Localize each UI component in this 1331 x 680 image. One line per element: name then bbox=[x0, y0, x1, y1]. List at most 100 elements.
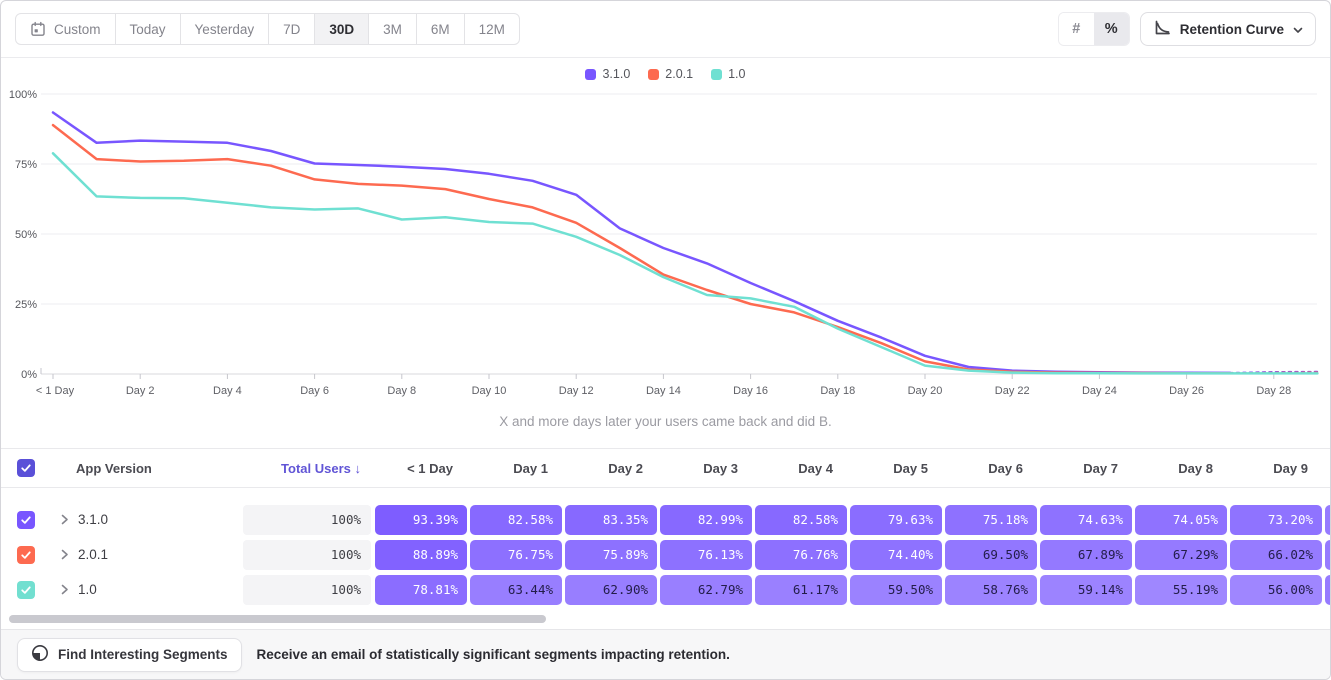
retention-pill-overflow bbox=[1325, 574, 1330, 605]
retention-pill-2.0.1-day-0[interactable]: 88.89% bbox=[375, 539, 467, 570]
day-cell: 78.81% bbox=[375, 574, 470, 605]
x-axis-labels: < 1 Day Day 2 Day 4 Day 6 Day 8 Day 10 Day 12 D… bbox=[36, 374, 1291, 397]
range-button-6m[interactable]: 6M bbox=[415, 13, 465, 45]
retention-pill-2.0.1-day-5[interactable]: 74.40% bbox=[850, 539, 942, 570]
overflow-cell bbox=[1325, 574, 1330, 605]
svg-text:Day 6: Day 6 bbox=[300, 385, 329, 397]
series-line-1.0 bbox=[51, 152, 1319, 375]
retention-pill-2.0.1-day-4[interactable]: 76.76% bbox=[755, 539, 847, 570]
range-button-3m[interactable]: 3M bbox=[368, 13, 417, 45]
retention-pill-1.0-day-5[interactable]: 59.50% bbox=[850, 574, 942, 605]
total-users-cell: 100% bbox=[243, 539, 375, 570]
retention-pill-1.0-day-3[interactable]: 62.79% bbox=[660, 574, 752, 605]
header-day-8[interactable]: Day 8 bbox=[1178, 460, 1213, 476]
range-button-label: 7D bbox=[283, 21, 301, 37]
retention-pill-3.1.0-day-2[interactable]: 83.35% bbox=[565, 504, 657, 535]
retention-pill-3.1.0-day-9[interactable]: 73.20% bbox=[1230, 504, 1322, 535]
retention-pill-3.1.0-day-5[interactable]: 79.63% bbox=[850, 504, 942, 535]
row-checkbox-cell bbox=[1, 510, 57, 529]
svg-text:Day 4: Day 4 bbox=[213, 385, 242, 397]
header-day-2[interactable]: Day 2 bbox=[608, 460, 643, 476]
version-cell: 3.1.0 bbox=[57, 512, 243, 527]
day-cell: 75.89% bbox=[565, 539, 660, 570]
svg-text:Day 8: Day 8 bbox=[387, 385, 416, 397]
header-app-version[interactable]: App Version bbox=[76, 460, 152, 476]
row-checkbox-3.1.0[interactable] bbox=[17, 510, 35, 529]
header-day-6[interactable]: Day 6 bbox=[988, 460, 1023, 476]
day-cell: 59.50% bbox=[850, 574, 945, 605]
absolute-numbers-toggle[interactable]: # bbox=[1058, 13, 1094, 45]
header-day-4[interactable]: Day 4 bbox=[798, 460, 833, 476]
header-day-7[interactable]: Day 7 bbox=[1083, 460, 1118, 476]
retention-pill-1.0-day-1[interactable]: 63.44% bbox=[470, 574, 562, 605]
range-button-yesterday[interactable]: Yesterday bbox=[179, 13, 270, 45]
chart-subtitle: X and more days later your users came ba… bbox=[499, 414, 832, 429]
expand-chevron-icon[interactable] bbox=[60, 584, 69, 595]
range-button-today[interactable]: Today bbox=[114, 13, 181, 45]
header-total-users-sort[interactable]: Total Users ↓ bbox=[281, 460, 361, 476]
retention-pill-2.0.1-day-9[interactable]: 66.02% bbox=[1230, 539, 1322, 570]
retention-pill-1.0-day-2[interactable]: 62.90% bbox=[565, 574, 657, 605]
day-cell: 58.76% bbox=[945, 574, 1040, 605]
header-day-5[interactable]: Day 5 bbox=[893, 460, 928, 476]
select-all-checkbox[interactable] bbox=[17, 459, 35, 477]
table-row-1.0: 1.0 100% 78.81% 63.44% 62.90% 62.79% 61.17% 59.… bbox=[1, 572, 1330, 607]
svg-text:< 1 Day: < 1 Day bbox=[36, 385, 75, 397]
retention-pill-2.0.1-day-2[interactable]: 75.89% bbox=[565, 539, 657, 570]
range-button-30d[interactable]: 30D bbox=[314, 13, 370, 45]
retention-pill-3.1.0-day-0[interactable]: 93.39% bbox=[375, 504, 467, 535]
version-label: 1.0 bbox=[78, 582, 97, 597]
retention-pill-2.0.1-day-6[interactable]: 69.50% bbox=[945, 539, 1037, 570]
header-day-1[interactable]: Day 1 bbox=[513, 460, 548, 476]
retention-pill-3.1.0-day-6[interactable]: 75.18% bbox=[945, 504, 1037, 535]
overflow-cell bbox=[1325, 539, 1330, 570]
svg-text:100%: 100% bbox=[9, 89, 37, 101]
table-row-2.0.1: 2.0.1 100% 88.89% 76.75% 75.89% 76.13% 76.76% 7… bbox=[1, 537, 1330, 572]
find-interesting-segments-button[interactable]: Find Interesting Segments bbox=[17, 637, 242, 672]
retention-pill-1.0-day-0[interactable]: 78.81% bbox=[375, 574, 467, 605]
header-day-9[interactable]: Day 9 bbox=[1273, 460, 1308, 476]
retention-pill-3.1.0-day-4[interactable]: 82.58% bbox=[755, 504, 847, 535]
percentage-toggle[interactable]: % bbox=[1093, 13, 1129, 45]
retention-pill-1.0-day-8[interactable]: 55.19% bbox=[1135, 574, 1227, 605]
svg-text:Day 24: Day 24 bbox=[1082, 385, 1117, 397]
header-checkbox-cell bbox=[1, 459, 57, 477]
chart-canvas[interactable]: 0% 25% 50% 75% 100% < 1 Day Day 2 Day 4 Day 6 Day… bbox=[1, 58, 1331, 448]
retention-pill-3.1.0-day-3[interactable]: 82.99% bbox=[660, 504, 752, 535]
total-users-cell: 100% bbox=[243, 504, 375, 535]
retention-pill-3.1.0-day-7[interactable]: 74.63% bbox=[1040, 504, 1132, 535]
retention-pill-2.0.1-day-1[interactable]: 76.75% bbox=[470, 539, 562, 570]
retention-pill-2.0.1-day-3[interactable]: 76.13% bbox=[660, 539, 752, 570]
scrollbar-thumb[interactable] bbox=[9, 615, 546, 623]
retention-pill-3.1.0-day-1[interactable]: 82.58% bbox=[470, 504, 562, 535]
day-cell: 74.40% bbox=[850, 539, 945, 570]
retention-pill-1.0-day-4[interactable]: 61.17% bbox=[755, 574, 847, 605]
retention-pill-1.0-day-7[interactable]: 59.14% bbox=[1040, 574, 1132, 605]
legend-item-2.0.1[interactable]: 2.0.1 bbox=[648, 67, 693, 81]
legend-item-1.0[interactable]: 1.0 bbox=[711, 67, 746, 81]
svg-text:Day 14: Day 14 bbox=[646, 385, 681, 397]
legend-item-3.1.0[interactable]: 3.1.0 bbox=[585, 67, 630, 81]
retention-pill-1.0-day-9[interactable]: 56.00% bbox=[1230, 574, 1322, 605]
retention-curve-icon bbox=[1153, 19, 1171, 40]
retention-pill-2.0.1-day-7[interactable]: 67.89% bbox=[1040, 539, 1132, 570]
row-checkbox-2.0.1[interactable] bbox=[17, 545, 35, 564]
range-button-custom[interactable]: Custom bbox=[15, 13, 116, 45]
day-cell: 67.29% bbox=[1135, 539, 1230, 570]
retention-pill-2.0.1-day-8[interactable]: 67.29% bbox=[1135, 539, 1227, 570]
range-button-12m[interactable]: 12M bbox=[463, 13, 520, 45]
row-checkbox-1.0[interactable] bbox=[17, 580, 35, 599]
chart-type-label: Retention Curve bbox=[1179, 21, 1284, 37]
header-day-3[interactable]: Day 3 bbox=[703, 460, 738, 476]
legend-label: 1.0 bbox=[728, 67, 746, 81]
day-cell: 79.63% bbox=[850, 504, 945, 535]
day-cell: 82.58% bbox=[470, 504, 565, 535]
retention-pill-3.1.0-day-8[interactable]: 74.05% bbox=[1135, 504, 1227, 535]
expand-chevron-icon[interactable] bbox=[60, 514, 69, 525]
chart-type-dropdown[interactable]: Retention Curve bbox=[1139, 12, 1316, 46]
range-button-7d[interactable]: 7D bbox=[268, 13, 316, 45]
header-day-0[interactable]: < 1 Day bbox=[407, 460, 453, 476]
retention-pill-1.0-day-6[interactable]: 58.76% bbox=[945, 574, 1037, 605]
expand-chevron-icon[interactable] bbox=[60, 549, 69, 560]
